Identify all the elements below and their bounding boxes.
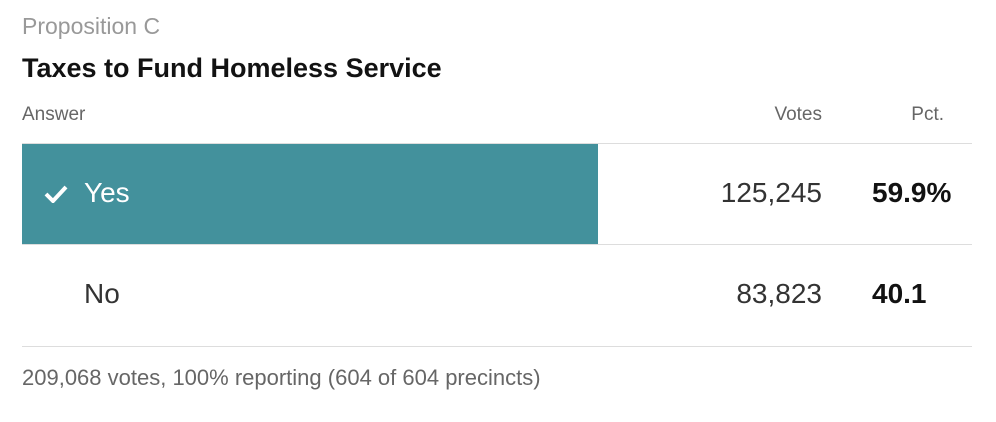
pct-yes: 59.9%	[872, 177, 952, 208]
votes-no: 83,823	[736, 278, 822, 309]
header-answer: Answer	[22, 104, 86, 125]
answer-no: No	[84, 278, 120, 309]
table-row: No 83,823 40.1	[22, 245, 972, 345]
answer-yes: Yes	[84, 177, 130, 208]
table-row: Yes 125,245 59.9%	[22, 144, 972, 244]
divider	[22, 143, 972, 144]
table-header: Answer Votes Pct.	[22, 102, 972, 130]
header-votes: Votes	[774, 104, 822, 125]
header-pct: Pct.	[911, 104, 944, 125]
proposition-title: Taxes to Fund Homeless Service	[22, 53, 442, 83]
pct-no: 40.1	[872, 278, 927, 309]
checkmark-icon	[44, 185, 68, 203]
winner-bar	[22, 144, 598, 244]
reporting-summary: 209,068 votes, 100% reporting (604 of 60…	[22, 365, 541, 390]
votes-yes: 125,245	[720, 177, 822, 208]
proposition-label: Proposition C	[22, 13, 161, 39]
divider	[22, 346, 972, 347]
divider	[22, 244, 972, 245]
